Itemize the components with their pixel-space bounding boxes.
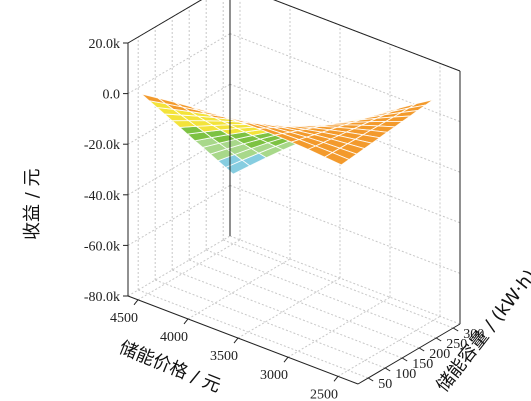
y-tick-label: 150 <box>412 357 433 372</box>
back-wall-gridline <box>229 184 461 274</box>
box-edge <box>127 0 203 44</box>
surface-mesh <box>141 93 434 175</box>
tick-marks <box>123 42 459 382</box>
x-tick-label: 4500 <box>110 311 138 326</box>
y-tick <box>435 337 442 342</box>
x-tick <box>133 299 139 306</box>
z-tick-label: -60.0k <box>84 239 120 254</box>
back-wall-gridline <box>229 235 461 325</box>
side-wall-gridline <box>127 0 203 44</box>
z-tick-label: 0.0 <box>103 88 121 103</box>
x-tick-label: 3500 <box>210 349 238 364</box>
side-wall-gridline <box>127 184 231 246</box>
y-tick-label: 250 <box>446 337 467 352</box>
floor-gridline <box>137 239 241 301</box>
x-tick <box>233 337 239 344</box>
z-tick-label: 20.0k <box>89 37 121 52</box>
box-edge <box>127 295 359 385</box>
bounding-box <box>127 0 461 385</box>
y-tick-label: 200 <box>429 347 450 362</box>
x-tick <box>333 376 339 382</box>
floor-gridline <box>187 258 291 320</box>
y-tick <box>452 327 459 332</box>
z-axis-title: 收益 / 元 <box>22 168 43 240</box>
z-tick-label: -80.0k <box>84 290 120 305</box>
x-tick-label: 3000 <box>260 368 288 383</box>
tick-labels: 20.0k 0.0 -20.0k -40.0k -60.0k -80.0k 4500 4000… <box>84 37 484 401</box>
z-tick-label: -40.0k <box>84 189 120 204</box>
floor-gridline <box>206 249 437 339</box>
floor-gridline <box>155 279 386 369</box>
y-tick-label: 50 <box>378 377 392 392</box>
side-wall-gridline <box>127 235 231 297</box>
y-tick-label: 300 <box>463 327 484 342</box>
back-wall-gridline <box>229 83 461 173</box>
y-tick <box>367 377 374 382</box>
floor-gridline <box>287 296 391 358</box>
box-edge <box>273 0 461 72</box>
side-wall-gridline <box>127 33 231 95</box>
box-edge <box>357 323 461 385</box>
back-wall-gridline <box>273 0 461 72</box>
y-tick <box>384 367 391 372</box>
floor-gridline <box>138 289 369 379</box>
x-axis-title: 储能价格 / 元 <box>116 337 224 397</box>
floor-gridline <box>172 269 403 359</box>
back-wall-gridline <box>229 33 461 123</box>
y-tick <box>401 357 408 362</box>
x-tick <box>283 356 289 363</box>
surface-cell <box>323 152 351 166</box>
x-tick-label: 4000 <box>160 330 188 345</box>
floor-gridline <box>223 239 454 329</box>
y-axis-title: 储能容量 / (kW·h) <box>432 266 531 396</box>
z-tick-label: -20.0k <box>84 138 120 153</box>
grid-lines <box>127 0 461 379</box>
x-tick <box>183 318 189 325</box>
y-tick <box>418 347 425 352</box>
y-tick-label: 100 <box>395 367 416 382</box>
x-tick-label: 2500 <box>310 387 338 401</box>
floor-gridline <box>189 259 420 349</box>
floor-gridline <box>237 277 341 339</box>
